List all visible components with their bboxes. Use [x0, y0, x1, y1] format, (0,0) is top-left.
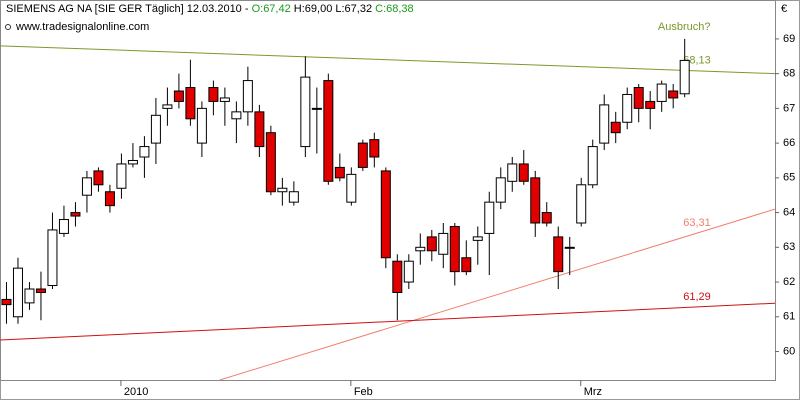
candle-body — [150, 114, 161, 144]
candle-body — [1, 298, 12, 306]
y-tick-label: 65 — [783, 172, 795, 184]
candle-body — [93, 170, 104, 186]
x-tick-label: 2010 — [124, 386, 148, 398]
candle-body — [622, 93, 633, 123]
candle-body — [495, 177, 506, 203]
candle-body — [24, 288, 35, 304]
trend-line — [219, 208, 776, 381]
x-tick-label: Feb — [354, 386, 373, 398]
candle-body — [518, 163, 529, 182]
chart-title: SIEMENS AG NA [SIE GER Täglich] 12.03.20… — [6, 3, 414, 15]
candle-body — [426, 236, 437, 252]
candle-body — [472, 236, 483, 241]
y-tick-label: 62 — [783, 276, 795, 288]
candle-body — [541, 212, 552, 224]
candle-body — [334, 166, 345, 179]
trend-label: 63,31 — [683, 217, 711, 229]
candle-body — [449, 225, 460, 273]
candle-body — [610, 121, 621, 134]
trend-line — [0, 302, 776, 341]
candle-body — [484, 201, 495, 234]
trend-label: 61,29 — [683, 291, 711, 303]
trend-line — [0, 45, 776, 75]
candle-body — [403, 260, 414, 283]
annotation: Ausbruch? — [658, 21, 711, 33]
y-tick-label: 69 — [783, 33, 795, 45]
candle-body — [162, 104, 173, 109]
candle-body — [47, 229, 58, 287]
y-tick-label: 64 — [783, 206, 795, 218]
candle-body — [311, 107, 322, 110]
candle-body — [139, 146, 150, 158]
candle-body — [357, 142, 368, 168]
candle-body — [564, 246, 575, 249]
candle-body — [553, 236, 564, 273]
y-tick-label: 66 — [783, 137, 795, 149]
candle-body — [12, 267, 23, 318]
candle-body — [346, 173, 357, 203]
currency: € — [781, 3, 787, 15]
candle-body — [587, 146, 598, 186]
candle-body — [369, 139, 380, 158]
candle-body — [461, 257, 472, 273]
candle-body — [81, 177, 92, 196]
candle-body — [185, 87, 196, 120]
y-tick-label: 63 — [783, 241, 795, 253]
candle-body — [645, 100, 656, 109]
candle-body — [231, 111, 242, 120]
candle-body — [633, 87, 644, 109]
candle-body — [35, 288, 46, 293]
candle-body — [104, 191, 115, 207]
y-tick-label: 61 — [783, 311, 795, 323]
y-tick-label: 68 — [783, 68, 795, 80]
candle-body — [208, 87, 219, 102]
candle-body — [288, 191, 299, 203]
ohlc-high: H:69,00 — [294, 3, 333, 15]
y-tick-label: 67 — [783, 102, 795, 114]
candle-body — [599, 104, 610, 144]
ohlc-close: C:68,38 — [375, 3, 414, 15]
candle-body — [58, 219, 69, 234]
candle-body — [196, 107, 207, 144]
ohlc-open: O:67,42 — [252, 3, 291, 15]
x-tick-label: Mrz — [584, 386, 602, 398]
y-tick-label: 60 — [783, 345, 795, 357]
candle-body — [415, 246, 426, 252]
candle-body — [254, 111, 265, 148]
candle-body — [507, 163, 518, 182]
candle-body — [576, 184, 587, 224]
candle-body — [277, 187, 288, 193]
candle-body — [70, 212, 81, 217]
candle-body — [656, 83, 667, 102]
candle-body — [392, 260, 403, 293]
candle-body — [323, 80, 334, 182]
candle-body — [380, 170, 391, 259]
plot-area — [0, 0, 776, 381]
candle-body — [300, 76, 311, 148]
ohlc-low: L:67,32 — [335, 3, 372, 15]
candle-body — [116, 163, 127, 189]
candle-body — [127, 159, 138, 165]
candle-body — [219, 97, 230, 102]
candle-body — [173, 90, 184, 102]
subtitle: www.tradesignalonline.com — [15, 21, 149, 33]
title: SIEMENS AG NA [SIE GER Täglich] 12.03.20… — [6, 3, 252, 15]
candle-body — [530, 177, 541, 224]
candle-body — [668, 90, 679, 99]
trend-label: 68,13 — [683, 55, 711, 67]
candle-body — [438, 232, 449, 255]
candle-body — [679, 59, 690, 95]
subtitle-icon — [5, 24, 11, 30]
candle-body — [242, 80, 253, 113]
candle-body — [265, 132, 276, 193]
